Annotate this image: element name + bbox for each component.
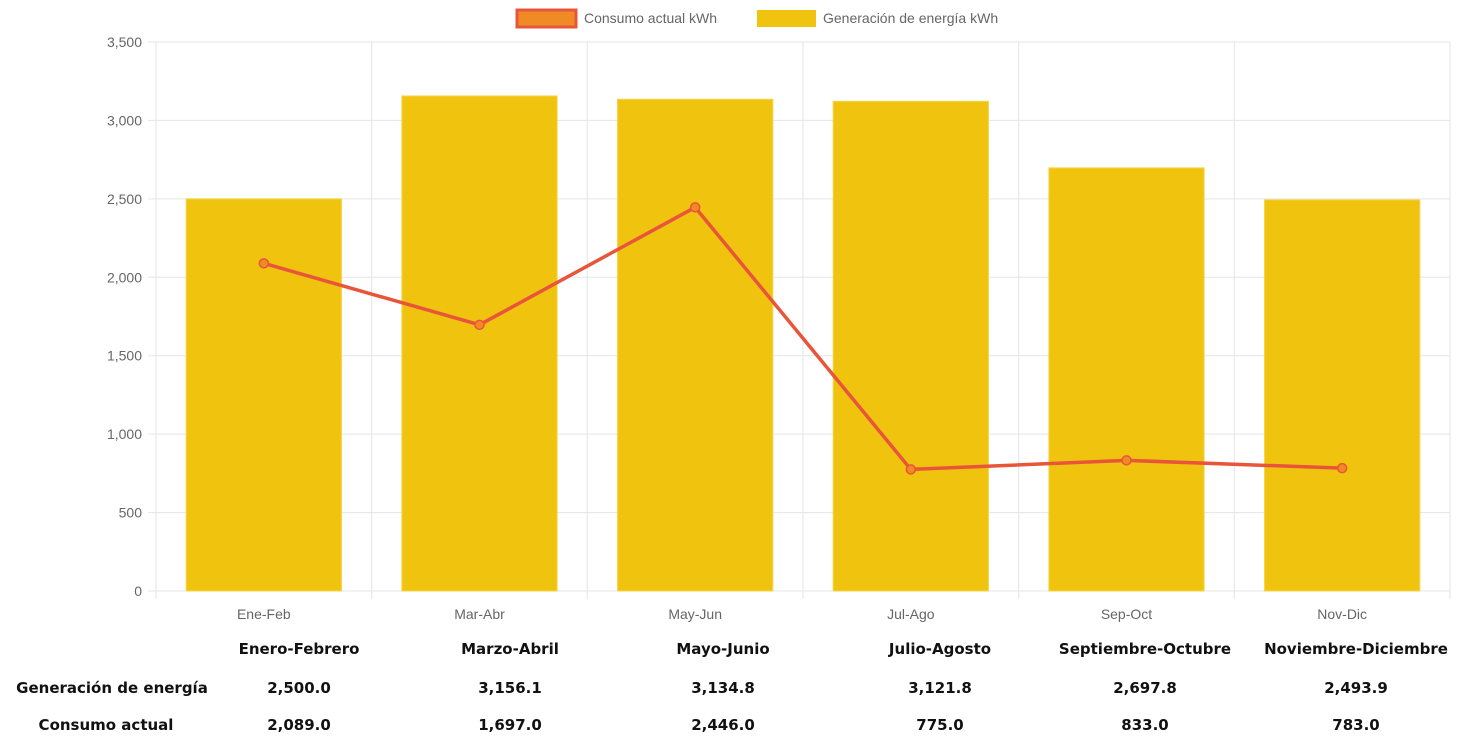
consumption-point[interactable] (258, 258, 270, 269)
generacion-value: 2,493.9 (1324, 679, 1388, 697)
y-tick-label: 3,500 (107, 34, 142, 50)
generation-bar[interactable] (1264, 199, 1421, 592)
generation-bar[interactable] (185, 198, 342, 592)
period-header: Septiembre-Octubre (1058, 640, 1232, 658)
y-tick-label: 2,000 (107, 269, 142, 285)
energy-chart: 0 500 1,000 1,500 2,000 2,500 3,000 3,500 Ene-Fe… (107, 8, 1451, 622)
consumo-value: 775.0 (916, 716, 964, 734)
consumption-point[interactable] (474, 319, 485, 331)
generacion-value: 3,156.1 (478, 679, 542, 697)
x-tick-label: Sep-Oct (1101, 606, 1152, 622)
generation-bar[interactable] (832, 100, 989, 592)
consumo-value: 2,089.0 (267, 716, 331, 734)
consumo-value: 1,697.0 (478, 716, 542, 734)
generation-bar[interactable] (401, 95, 558, 592)
consumo-value: 2,446.0 (691, 716, 755, 734)
legend-swatch-consumo[interactable] (515, 8, 578, 29)
legend-label-generacion[interactable]: Generación de energía kWh (823, 10, 998, 26)
legend: Consumo actual kWh Generación de energía… (515, 8, 998, 29)
row-label-generacion: Generación de energía (16, 679, 208, 697)
period-header: Marzo-Abril (461, 640, 559, 658)
period-header: Julio-Agosto (888, 640, 992, 658)
legend-label-consumo[interactable]: Consumo actual kWh (584, 10, 717, 26)
consumo-value: 783.0 (1332, 716, 1380, 734)
period-header: Noviembre-Diciembre (1264, 640, 1448, 658)
generation-bar[interactable] (617, 98, 774, 592)
generation-bar[interactable] (1048, 167, 1205, 592)
generacion-value: 2,697.8 (1113, 679, 1177, 697)
x-tick-label: Ene-Feb (237, 606, 291, 622)
x-tick-label: Jul-Ago (887, 606, 935, 622)
consumption-point[interactable] (1336, 462, 1348, 474)
y-tick-label: 0 (134, 583, 142, 599)
y-tick-label: 3,000 (107, 112, 142, 128)
axes: 0 500 1,000 1,500 2,000 2,500 3,000 3,500 Ene-Fe… (107, 34, 1367, 622)
generacion-value: 3,134.8 (691, 679, 755, 697)
y-tick-label: 2,500 (107, 191, 142, 207)
consumption-line-path (263, 205, 1343, 472)
row-label-consumo: Consumo actual (38, 716, 174, 734)
generacion-value: 2,500.0 (267, 679, 331, 697)
y-tick-label: 500 (119, 505, 143, 521)
legend-swatch-generacion[interactable] (757, 10, 816, 27)
consumption-point[interactable] (1121, 455, 1132, 466)
consumption-point[interactable] (689, 202, 701, 213)
x-tick-label: Nov-Dic (1317, 606, 1367, 622)
x-tick-label: May-Jun (668, 606, 722, 622)
consumption-point[interactable] (905, 464, 917, 475)
period-header: Mayo-Junio (676, 640, 770, 658)
grid (148, 41, 1451, 599)
summary-table: Enero-Febrero Marzo-Abril Mayo-Junio Jul… (0, 628, 1468, 740)
y-tick-label: 1,500 (107, 348, 142, 364)
generation-bars (185, 95, 1421, 592)
consumption-line (258, 202, 1348, 475)
consumo-value: 833.0 (1121, 716, 1169, 734)
x-tick-label: Mar-Abr (454, 606, 505, 622)
period-header: Enero-Febrero (238, 640, 360, 658)
y-tick-label: 1,000 (107, 426, 142, 442)
generacion-value: 3,121.8 (908, 679, 972, 697)
